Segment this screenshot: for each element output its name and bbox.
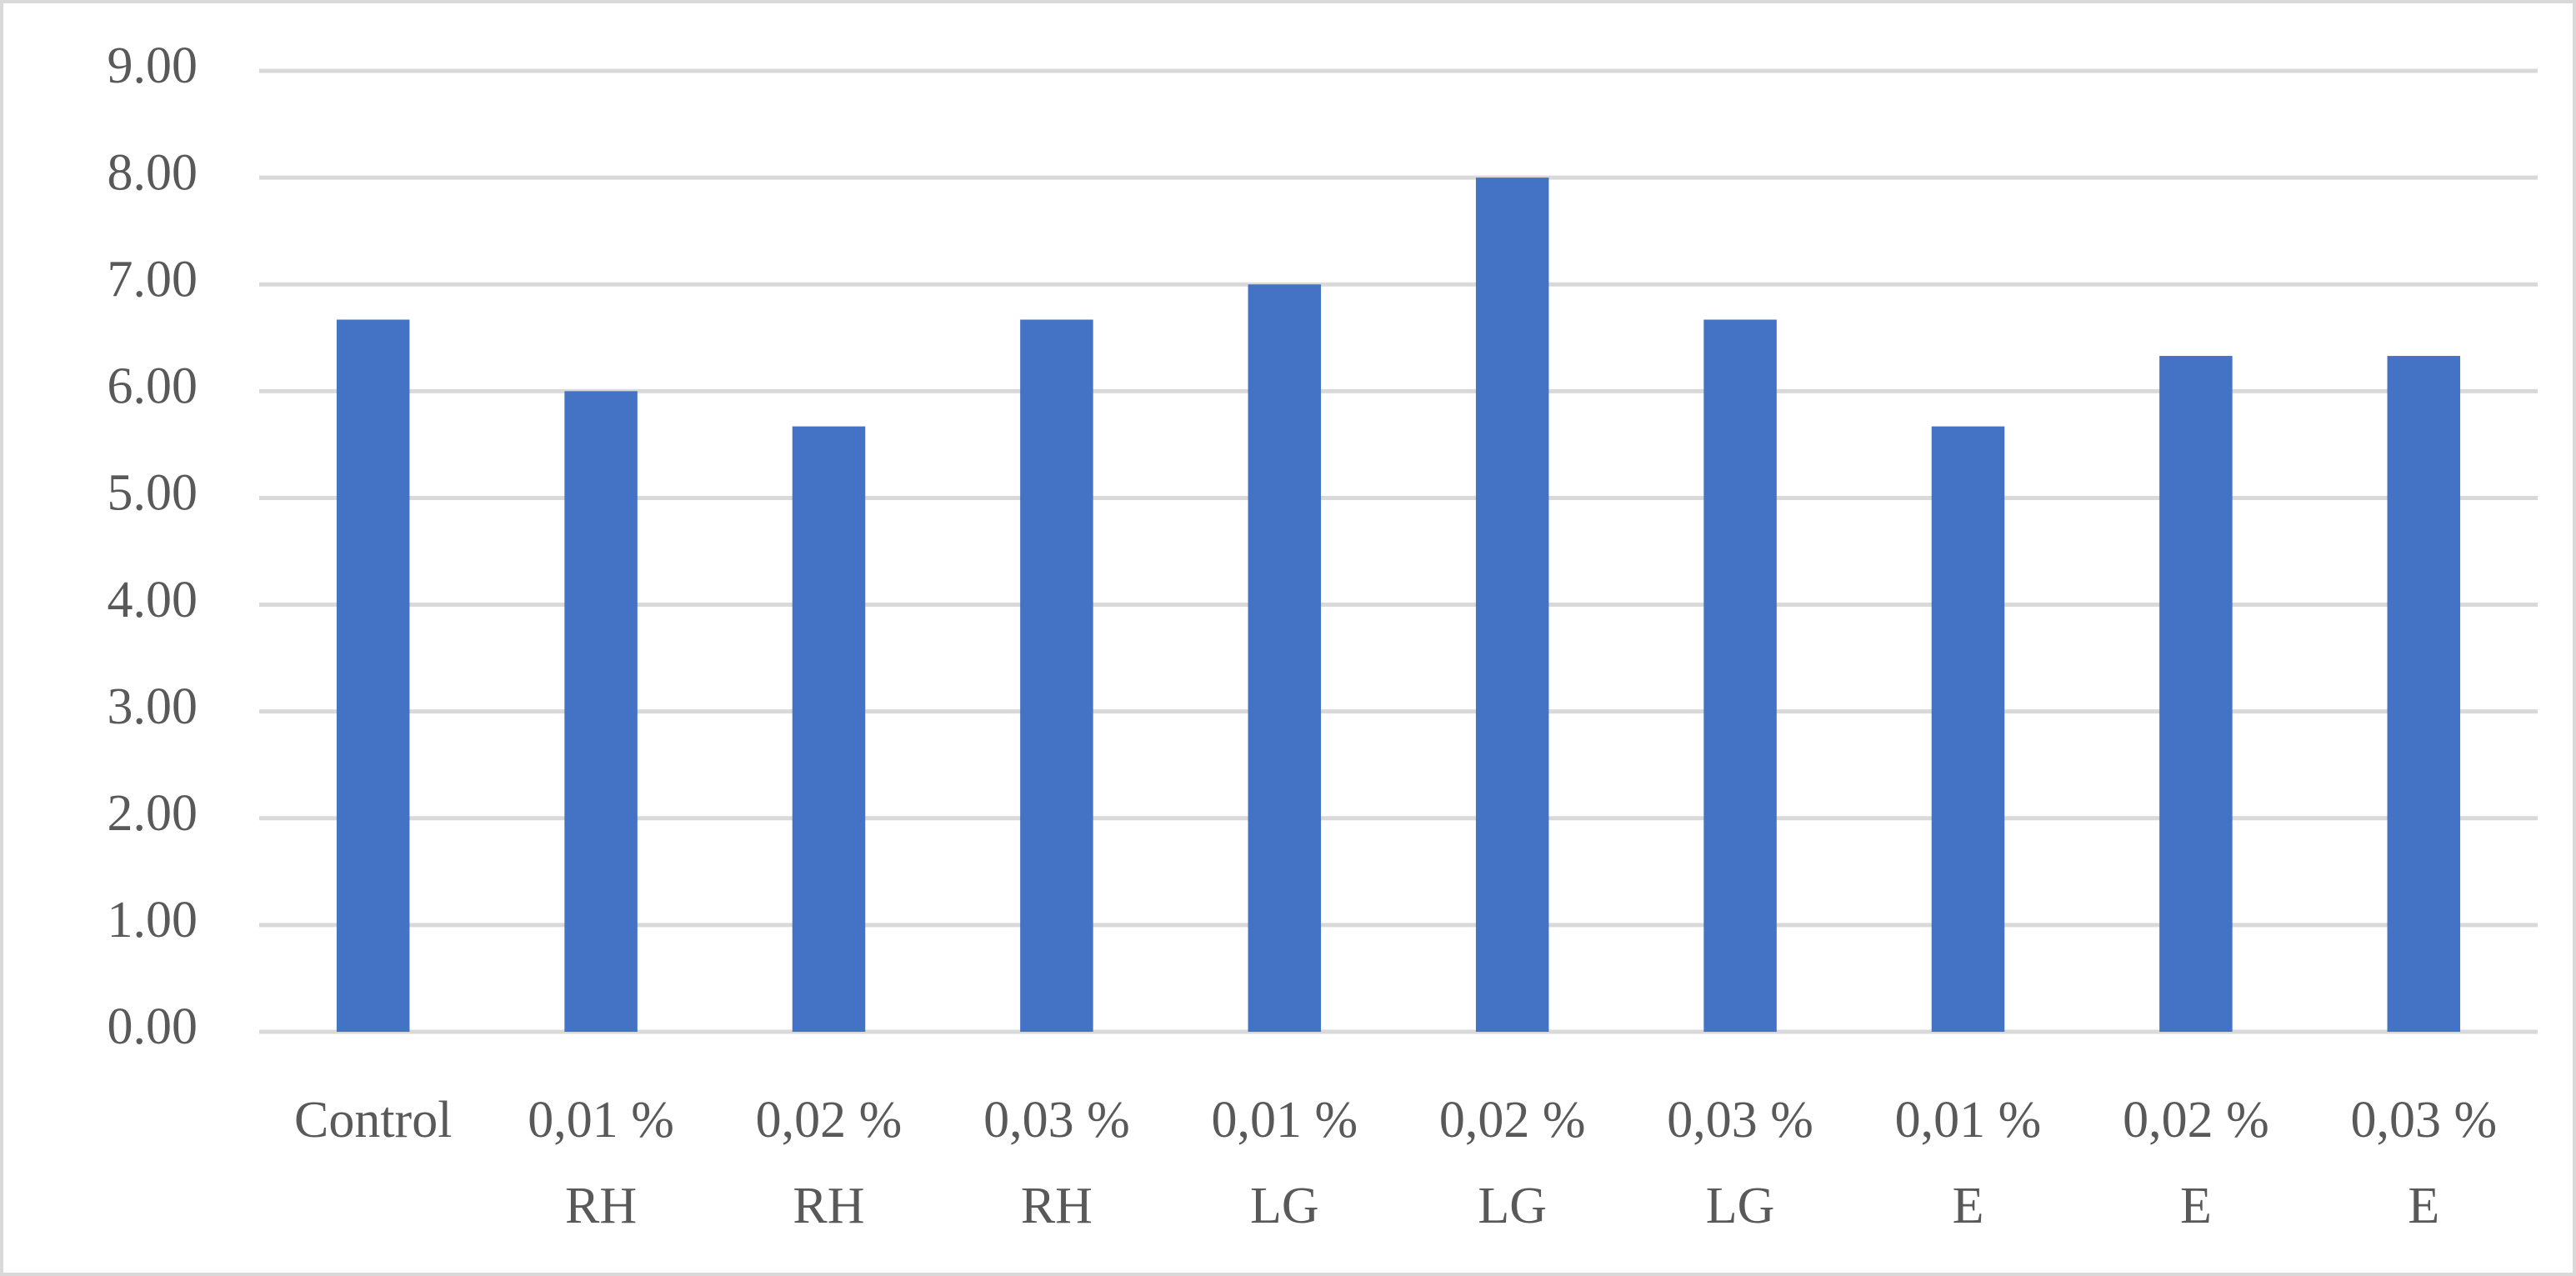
x-tick-label: E [2408,1178,2439,1234]
bar [1248,284,1322,1032]
bar [2387,356,2461,1033]
y-tick-label: 8.00 [108,144,198,201]
x-tick-label: LG [1706,1178,1775,1234]
x-tick-label: 0,01 % [1211,1092,1358,1148]
x-tick-label: RH [793,1178,864,1234]
x-tick-label: Control [294,1092,452,1148]
x-tick-label: LG [1250,1178,1319,1234]
bar [792,426,866,1032]
y-tick-label: 4.00 [108,572,198,628]
x-tick-label: 0,02 % [2123,1092,2269,1148]
bar [336,319,410,1032]
y-tick-label: 0.00 [108,998,198,1055]
y-tick-label: 5.00 [108,465,198,522]
x-tick-label: E [1953,1178,1984,1234]
y-tick-label: 1.00 [108,892,198,948]
bar [1475,178,1549,1033]
x-tick-label: RH [565,1178,637,1234]
bar [564,391,638,1032]
y-tick-label: 7.00 [108,251,198,308]
bar [1703,319,1777,1032]
y-tick-label: 2.00 [108,785,198,842]
y-tick-label: 6.00 [108,358,198,415]
y-tick-label: 3.00 [108,678,198,735]
bar [1931,426,2005,1032]
x-tick-label: E [2180,1178,2212,1234]
x-tick-label: LG [1478,1178,1547,1234]
x-tick-label: 0,01 % [1895,1092,2042,1148]
x-tick-label: 0,03 % [2350,1092,2497,1148]
x-tick-label: 0,03 % [983,1092,1130,1148]
x-tick-label: 0,02 % [756,1092,903,1148]
x-tick-label: 0,01 % [528,1092,674,1148]
x-tick-label: 0,03 % [1667,1092,1813,1148]
bar [2159,356,2233,1033]
x-tick-label: RH [1021,1178,1093,1234]
bar [1020,319,1093,1032]
x-tick-label: 0,02 % [1439,1092,1586,1148]
y-tick-label: 9.00 [108,38,198,94]
